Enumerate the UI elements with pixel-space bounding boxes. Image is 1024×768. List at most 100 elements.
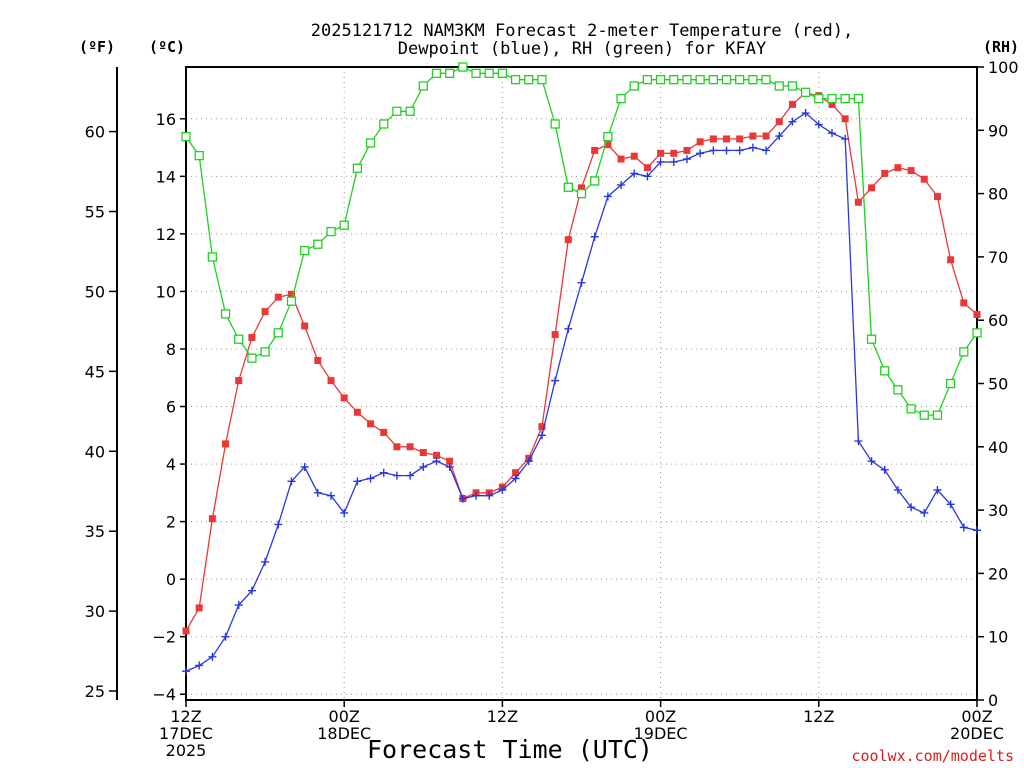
rh-point — [431, 68, 442, 78]
rh-point — [787, 81, 798, 91]
dewpoint-point — [682, 155, 691, 164]
dewpoint-point — [366, 474, 375, 483]
rh-point — [260, 347, 270, 357]
dewpoint-point — [709, 146, 718, 155]
rh-point — [339, 220, 349, 230]
temperature-point — [340, 394, 348, 402]
rh-point — [774, 81, 784, 91]
rh-point — [972, 328, 982, 338]
rh-point — [906, 404, 916, 414]
dewpoint-point — [814, 120, 823, 129]
temperature-point — [274, 293, 282, 301]
temperature-point — [670, 149, 678, 157]
celsius-tick-label: 12 — [156, 225, 176, 244]
rh-point — [484, 68, 494, 78]
temperature-point — [723, 135, 731, 143]
dewpoint-point — [340, 508, 349, 517]
temperature-point — [881, 169, 889, 177]
temperature-point — [248, 333, 256, 341]
rh-point — [194, 150, 204, 161]
temperature-point — [696, 138, 704, 146]
dewpoint-point — [841, 134, 850, 143]
dewpoint-point — [946, 500, 955, 509]
dewpoint-point — [432, 457, 441, 466]
dewpoint-point — [603, 192, 612, 201]
rh-point — [708, 75, 718, 85]
dewpoint-point — [195, 661, 204, 670]
temperature-point — [261, 308, 269, 316]
dewpoint-point — [959, 523, 968, 532]
temperature-point — [657, 149, 665, 157]
temperature-line — [185, 92, 978, 632]
data-series — [181, 62, 982, 676]
temperature-point — [683, 146, 691, 154]
temperature-point — [327, 377, 335, 385]
temperature-point — [182, 627, 190, 635]
temperature-point — [709, 135, 717, 143]
dewpoint-point — [537, 431, 546, 440]
temperature-point — [933, 192, 941, 200]
plot-frame — [185, 66, 978, 701]
rh-point — [418, 81, 428, 91]
rh-point — [379, 119, 389, 129]
rh-point — [510, 75, 521, 85]
rh-point — [313, 239, 323, 249]
rh-point — [603, 131, 613, 142]
fahrenheit-tick-label: 50 — [85, 282, 105, 301]
temperature-point — [578, 184, 585, 192]
temperature-point — [591, 146, 599, 154]
x-tick-label: 00Z — [645, 707, 676, 726]
dewpoint-point — [392, 471, 401, 480]
rh-point — [550, 119, 560, 129]
fahrenheit-tick-label: 55 — [85, 203, 105, 222]
celsius-tick-label: 16 — [156, 110, 176, 129]
temperature-point — [973, 310, 981, 318]
dewpoint-point — [788, 117, 797, 126]
rh-point — [932, 410, 943, 420]
dewpoint-point — [182, 667, 190, 676]
dewpoint-point — [511, 474, 520, 483]
rh-point — [880, 366, 890, 376]
dewpoint-point — [353, 477, 362, 486]
celsius-tick-label: −4 — [152, 685, 176, 704]
chart-title-line-2: Dewpoint (blue), RH (green) for KFAY — [398, 39, 766, 59]
rh-point — [299, 245, 310, 256]
dewpoint-point — [247, 586, 256, 595]
dewpoint-point — [643, 172, 652, 181]
x-tick-label: 00Z — [329, 707, 360, 726]
dewpoint-point — [920, 508, 929, 517]
dewpoint-point — [208, 652, 217, 661]
dewpoint-point — [234, 601, 243, 610]
temperature-point — [551, 331, 559, 339]
rh-point — [642, 75, 653, 85]
x-tick-label: 17DEC — [159, 724, 213, 743]
dewpoint-point — [327, 491, 336, 500]
celsius-tick-label: 0 — [166, 570, 176, 589]
x-tick-label: 12Z — [803, 707, 834, 726]
rh-point — [853, 94, 863, 104]
temperature-point — [894, 164, 902, 172]
fahrenheit-tick-label: 40 — [85, 442, 105, 461]
x-tick-label: 19DEC — [634, 724, 688, 743]
dewpoint-point — [748, 143, 757, 152]
rh-point — [365, 138, 376, 148]
dewpoint-point — [261, 557, 270, 566]
fahrenheit-tick-label: 45 — [85, 362, 105, 381]
rh-tick-label: 0 — [988, 691, 998, 710]
rh-point — [524, 75, 534, 85]
temperature-point — [736, 135, 744, 143]
dewpoint-point — [406, 471, 415, 480]
dewpoint-point — [669, 157, 678, 166]
temperature-point — [538, 423, 546, 431]
rh-point — [405, 106, 415, 116]
rh-tick-label: 50 — [988, 375, 1008, 394]
dewpoint-point — [221, 632, 230, 641]
rh-point — [537, 75, 547, 85]
celsius-tick-label: 8 — [166, 340, 176, 359]
temperature-point — [353, 408, 361, 416]
temperature-point — [828, 100, 836, 108]
dewpoint-point — [485, 491, 494, 500]
temperature-point — [762, 132, 770, 140]
x-tick-label: 12Z — [170, 707, 201, 726]
